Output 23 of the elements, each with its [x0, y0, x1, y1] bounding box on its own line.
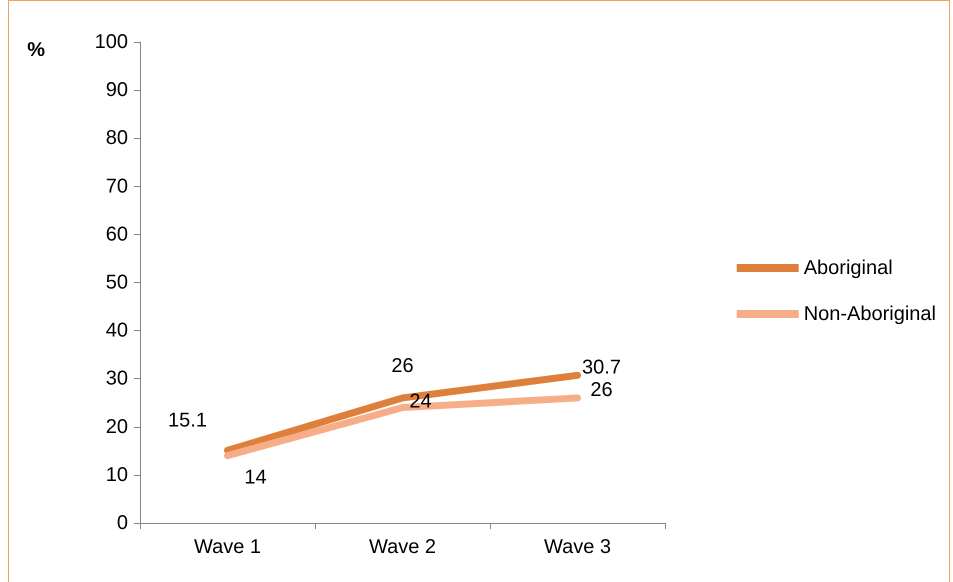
legend-label: Non-Aboriginal [804, 303, 936, 325]
data-label: 15.1 [168, 409, 207, 432]
y-tick-label: 10 [106, 464, 128, 486]
y-tick-label: 30 [106, 368, 128, 390]
y-tick-label: 60 [106, 223, 128, 246]
data-label: 26 [391, 354, 414, 377]
y-tick-label: 0 [116, 512, 128, 534]
x-tick-label: Wave 3 [544, 536, 612, 558]
y-tick-label: 90 [106, 79, 128, 102]
y-tick-label: 70 [106, 175, 128, 198]
data-label: 26 [590, 378, 613, 401]
y-tick-label: 20 [106, 416, 128, 438]
data-label: 30.7 [582, 356, 621, 378]
y-tick-label: 40 [106, 320, 128, 342]
x-tick-label: Wave 2 [368, 536, 436, 558]
data-label: 14 [244, 466, 267, 489]
legend-label: Aboriginal [804, 257, 893, 279]
data-label: 24 [409, 390, 432, 413]
y-tick-label: 80 [106, 127, 128, 150]
x-tick-label: Wave 1 [194, 536, 262, 558]
y-axis-title: % [27, 39, 46, 61]
y-tick-label: 100 [94, 31, 128, 53]
y-tick-label: 50 [106, 272, 128, 294]
